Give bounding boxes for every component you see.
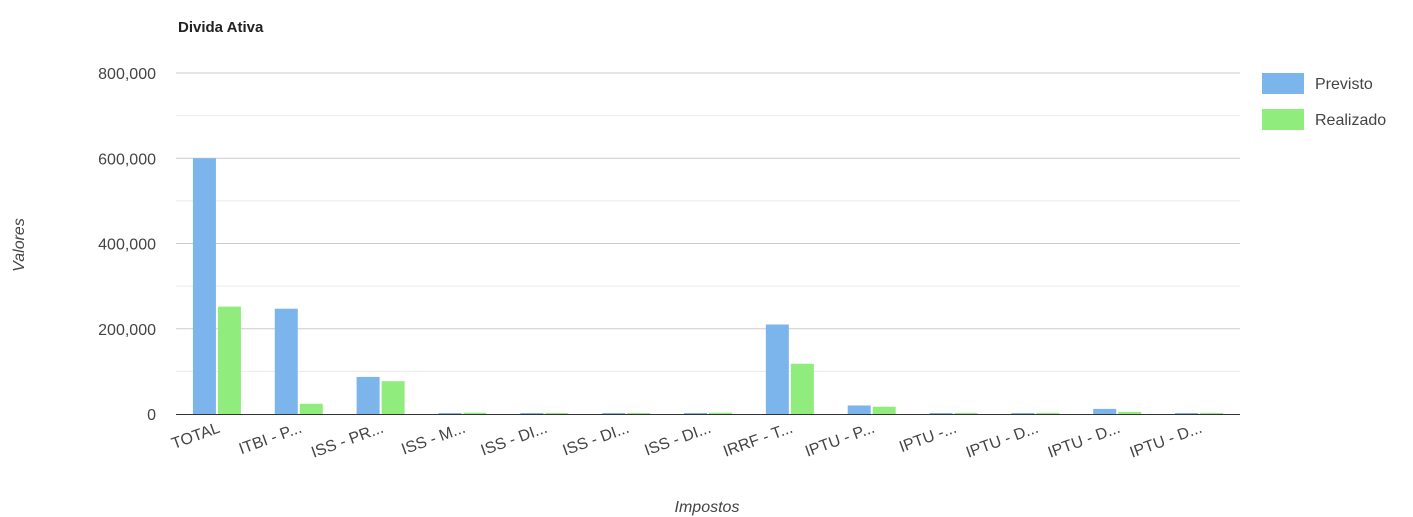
bar-previsto-7[interactable] <box>765 324 789 414</box>
bar-realizado-5[interactable] <box>627 413 651 414</box>
x-tick-label: ISS - DI... <box>479 420 550 460</box>
bar-previsto-3[interactable] <box>438 413 462 414</box>
bar-previsto-0[interactable] <box>192 158 216 414</box>
legend-swatch-realizado <box>1262 109 1304 130</box>
x-tick-label: ISS - PR... <box>309 420 386 462</box>
x-tick-label: IRRF - T... <box>721 420 795 461</box>
bar-previsto-11[interactable] <box>1093 408 1117 414</box>
x-tick-label: IPTU - P... <box>803 420 877 461</box>
bar-previsto-2[interactable] <box>356 376 380 414</box>
legend: Previsto Realizado <box>1262 73 1386 130</box>
x-tick-label: ISS - DI... <box>642 420 713 460</box>
y-tick-label: 200,000 <box>98 322 156 339</box>
bar-realizado-11[interactable] <box>1118 411 1142 414</box>
x-axis-ticks: TOTAL ITBI - P... ISS - PR... ISS - M... ISS… <box>169 420 1204 462</box>
x-tick-label: IPTU - D... <box>1046 420 1123 462</box>
bar-realizado-4[interactable] <box>545 413 569 414</box>
y-tick-label: 400,000 <box>98 237 156 254</box>
bar-realizado-8[interactable] <box>872 406 896 414</box>
bar-previsto-8[interactable] <box>847 405 871 414</box>
y-axis-title: Valores <box>11 218 28 272</box>
bar-realizado-9[interactable] <box>954 413 978 414</box>
x-axis-title: Impostos <box>675 499 740 516</box>
x-tick-label: ITBI - P... <box>237 420 304 458</box>
bar-previsto-5[interactable] <box>602 413 626 414</box>
legend-swatch-previsto <box>1262 73 1304 94</box>
y-tick-label: 0 <box>147 407 156 424</box>
bar-realizado-6[interactable] <box>709 412 732 414</box>
y-axis-ticks: 0 200,000 400,000 600,000 800,000 <box>98 66 156 424</box>
bar-realizado-1[interactable] <box>299 403 323 414</box>
x-tick-label: ISS - M... <box>399 420 467 459</box>
bar-previsto-9[interactable] <box>929 413 953 414</box>
bar-realizado-3[interactable] <box>463 412 487 414</box>
legend-label-realizado: Realizado <box>1315 112 1386 129</box>
x-tick-label: IPTU - D... <box>964 420 1041 462</box>
legend-label-previsto: Previsto <box>1315 76 1373 93</box>
bar-realizado-2[interactable] <box>381 381 405 414</box>
x-tick-label: IPTU -... <box>897 420 959 456</box>
y-tick-label: 600,000 <box>98 151 156 168</box>
bar-previsto-6[interactable] <box>684 413 707 414</box>
bar-realizado-10[interactable] <box>1036 412 1060 414</box>
gridlines <box>176 72 1240 372</box>
bar-previsto-4[interactable] <box>520 413 544 414</box>
y-tick-label: 800,000 <box>98 66 156 83</box>
chart-title: Divida Ativa <box>178 19 264 36</box>
bar-realizado-7[interactable] <box>790 363 814 414</box>
bars <box>192 158 1224 414</box>
bar-previsto-1[interactable] <box>274 308 298 414</box>
x-tick-label: ISS - DI... <box>561 420 632 460</box>
bar-realizado-12[interactable] <box>1200 413 1224 414</box>
bar-previsto-10[interactable] <box>1011 413 1035 414</box>
x-tick-label: TOTAL <box>169 420 222 453</box>
bar-realizado-0[interactable] <box>217 306 241 414</box>
bar-previsto-12[interactable] <box>1175 413 1199 414</box>
x-tick-label: IPTU - D... <box>1128 420 1205 462</box>
